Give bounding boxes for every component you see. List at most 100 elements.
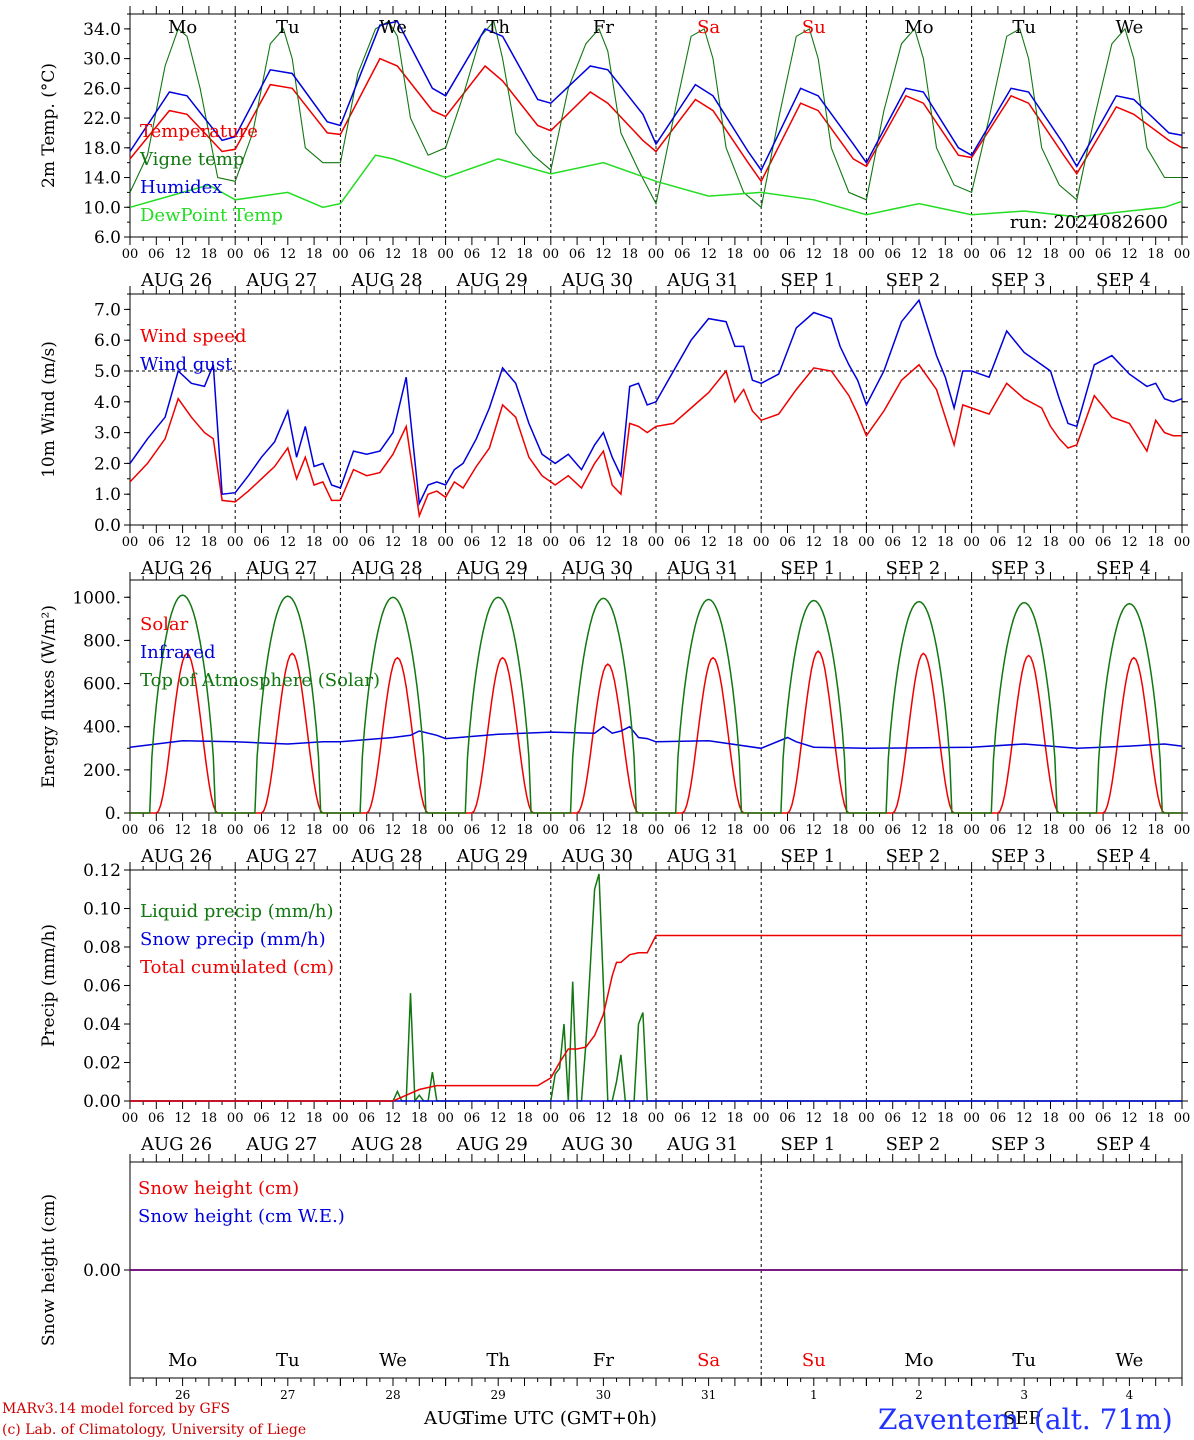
- x-hour-label: 12: [595, 535, 612, 550]
- x-date-label: AUG 29: [456, 270, 528, 291]
- x-hour-label: 18: [727, 535, 744, 550]
- x-hour-label: 18: [201, 823, 218, 838]
- x-hour-label: 12: [595, 247, 612, 262]
- x-hour-label: 18: [411, 823, 428, 838]
- y-axis: 0. 200. 400. 600. 800. 1000.: [72, 588, 1188, 824]
- series-group: [130, 873, 1182, 1104]
- x-hour-label: 12: [490, 823, 507, 838]
- x-hour-label: 12: [280, 823, 297, 838]
- x-hour-label: 06: [990, 1111, 1007, 1126]
- y-tick-label: 6.0: [94, 331, 121, 351]
- y-tick-label: 2.0: [94, 454, 121, 474]
- x-hour-label: 18: [621, 1111, 638, 1126]
- x-date-label: SEP 3: [991, 558, 1046, 579]
- x-hour-label: 18: [201, 247, 218, 262]
- x-hour-label: 12: [280, 247, 297, 262]
- x-hour-label: 00: [753, 1111, 770, 1126]
- legend: Snow height (cm) Snow height (cm W.E.): [138, 1178, 345, 1227]
- panel-1: 6.0 10.0 14.0 18.0 22.0 26.0 30.0 34.0 2m Temp. …: [39, 6, 1190, 291]
- x-hour-label: 06: [674, 535, 691, 550]
- day-number: 27: [280, 1388, 295, 1402]
- x-hour-label: 00: [227, 247, 244, 262]
- series-group: [129, 20, 1183, 218]
- legend-top-of-atmosphere-solar: Top of Atmosphere (Solar): [140, 670, 380, 691]
- x-hour-label: 18: [1042, 247, 1059, 262]
- series-line-wind-gust: [129, 298, 1183, 507]
- y-tick-label: 18.0: [83, 139, 121, 159]
- snow-day-rows: Mo Tu We Th Fr Sa Su Mo Tu We 26 27 28 29 30 31 1 2 3 4: [129, 1350, 1183, 1402]
- x-hour-label: 00: [227, 535, 244, 550]
- series-line-vigne-temp: [129, 20, 1182, 209]
- day-name: Sa: [697, 17, 720, 38]
- y-tick-label: 0.02: [83, 1054, 121, 1074]
- y-tick-label: 0.08: [83, 938, 121, 958]
- x-date-label: SEP 1: [780, 1134, 835, 1155]
- series-line-infrared: [129, 725, 1183, 750]
- day-separators: [234, 580, 1078, 813]
- x-hour-label: 00: [858, 823, 875, 838]
- x-hour-label: 00: [122, 247, 139, 262]
- y-tick-label: 14.0: [83, 169, 121, 189]
- y-axis-label: Snow height (cm): [39, 1194, 59, 1346]
- x-hour-label: 06: [884, 247, 901, 262]
- legend: Wind speed Wind gust: [140, 326, 246, 375]
- x-hour-label: 12: [1121, 1111, 1138, 1126]
- x-hour-label: 12: [806, 823, 823, 838]
- x-date-label: SEP 3: [991, 1134, 1046, 1155]
- x-hour-label: 12: [385, 247, 402, 262]
- x-hour-label: 18: [411, 535, 428, 550]
- x-hour-label: 06: [990, 247, 1007, 262]
- x-hour-label: 00: [963, 1111, 980, 1126]
- day-name: Tu: [276, 1350, 300, 1371]
- x-date-label: AUG 30: [561, 1134, 633, 1155]
- x-date-label: AUG 28: [350, 1134, 422, 1155]
- x-hour-label: 12: [385, 535, 402, 550]
- x-hour-label: 06: [1095, 535, 1112, 550]
- x-hour-label: 18: [832, 535, 849, 550]
- footer-month-left: AUG: [423, 1408, 467, 1429]
- x-hour-label: 00: [648, 247, 665, 262]
- series-group: [129, 594, 1183, 814]
- x-hour-label: 12: [385, 1111, 402, 1126]
- x-hour-label: 18: [1147, 247, 1164, 262]
- day-number: 30: [596, 1388, 611, 1402]
- y-tick-label: 0.10: [83, 900, 121, 920]
- panel-4: 0.00 0.02 0.04 0.06 0.08 0.10 0.12 Precip (mm/h…: [39, 861, 1190, 1155]
- x-hour-label: 12: [911, 247, 928, 262]
- x-hour-label: 00: [753, 823, 770, 838]
- x-hour-label: 06: [253, 823, 270, 838]
- legend-snow-height-cm-w-e: Snow height (cm W.E.): [138, 1206, 345, 1227]
- day-separators: [234, 14, 1078, 237]
- x-date-label: AUG 26: [140, 558, 212, 579]
- x-hour-label: 06: [884, 535, 901, 550]
- x-hour-label: 18: [411, 247, 428, 262]
- y-tick-label: 3.0: [94, 424, 121, 444]
- x-hour-label: 06: [569, 823, 586, 838]
- series-line-wind-speed: [129, 363, 1182, 519]
- x-hour-label: 06: [884, 823, 901, 838]
- x-hour-label: 00: [437, 1111, 454, 1126]
- day-separators: [234, 870, 1078, 1101]
- day-name: Tu: [276, 17, 300, 38]
- x-hour-label: 06: [990, 823, 1007, 838]
- x-hour-label: 12: [1121, 823, 1138, 838]
- y-tick-label: 0.00: [83, 1092, 121, 1112]
- x-hour-label: 12: [700, 1111, 717, 1126]
- y-tick-label: 30.0: [83, 50, 121, 70]
- y-axis-label: 2m Temp. (°C): [39, 63, 59, 188]
- x-axis: 00 06 12 18 00 06 12 18 00 06 12 18 00 06 12 18 00 06 12 18…: [122, 572, 1190, 867]
- y-axis-label: 10m Wind (m/s): [39, 341, 59, 478]
- x-hour-label: 18: [621, 535, 638, 550]
- day-name: Mo: [168, 17, 197, 38]
- y-tick-label: 34.0: [83, 20, 121, 40]
- x-date-label: SEP 4: [1096, 558, 1151, 579]
- x-hour-label: 06: [148, 247, 165, 262]
- x-hour-label: 18: [516, 535, 533, 550]
- x-hour-label: 18: [1042, 1111, 1059, 1126]
- x-hour-label: 00: [122, 535, 139, 550]
- x-hour-label: 12: [385, 823, 402, 838]
- legend-vigne-temp: Vigne temp: [139, 149, 244, 170]
- panel-3: 0. 200. 400. 600. 800. 1000. Energy fluxes (W/…: [39, 572, 1190, 867]
- x-hour-label: 00: [963, 247, 980, 262]
- x-hour-label: 12: [806, 1111, 823, 1126]
